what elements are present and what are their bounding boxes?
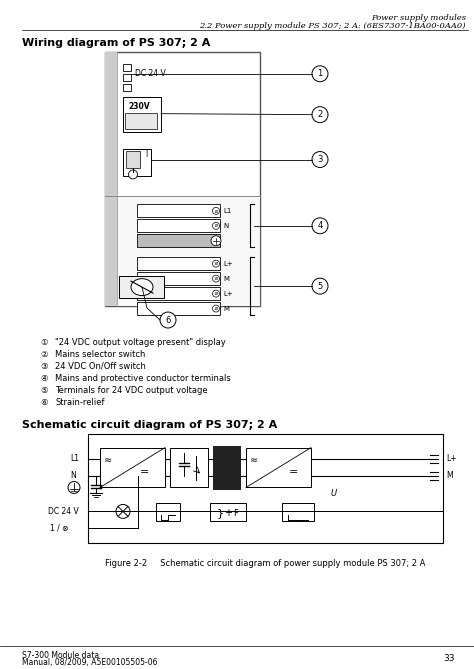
Text: }: } xyxy=(217,508,224,518)
Circle shape xyxy=(212,290,219,297)
Text: ø: ø xyxy=(215,306,218,311)
Text: 33: 33 xyxy=(444,654,455,663)
Bar xyxy=(123,84,131,91)
Text: "24 VDC output voltage present" display: "24 VDC output voltage present" display xyxy=(55,338,226,347)
Text: +: + xyxy=(224,508,232,518)
Circle shape xyxy=(212,260,219,267)
Bar xyxy=(126,151,140,169)
Bar xyxy=(246,448,311,488)
Text: U: U xyxy=(331,489,337,498)
Text: L1: L1 xyxy=(223,208,231,214)
Text: DC 24 V: DC 24 V xyxy=(135,70,166,78)
Text: ø: ø xyxy=(215,223,218,228)
Text: Terminals for 24 VDC output voltage: Terminals for 24 VDC output voltage xyxy=(55,386,208,395)
Bar xyxy=(119,276,164,298)
Circle shape xyxy=(212,207,219,214)
Bar xyxy=(137,257,220,270)
Text: 230V: 230V xyxy=(128,102,150,111)
Text: ⑥: ⑥ xyxy=(40,398,47,407)
Text: 3: 3 xyxy=(317,155,323,164)
Text: ≈: ≈ xyxy=(104,454,112,464)
Text: ①: ① xyxy=(40,338,47,347)
Text: 2.2 Power supply module PS 307; 2 A: (6ES7307-1BA00-0AA0): 2.2 Power supply module PS 307; 2 A: (6E… xyxy=(200,22,466,30)
Text: Schematic circuit diagram of PS 307; 2 A: Schematic circuit diagram of PS 307; 2 A xyxy=(22,419,277,429)
Bar xyxy=(88,434,443,543)
Bar xyxy=(137,302,220,315)
Bar xyxy=(125,112,157,128)
Circle shape xyxy=(312,218,328,233)
Text: L+: L+ xyxy=(223,290,233,296)
Text: N: N xyxy=(223,223,228,229)
Circle shape xyxy=(312,66,328,82)
Text: Manual, 08/2009, A5E00105505-06: Manual, 08/2009, A5E00105505-06 xyxy=(22,658,157,667)
Bar xyxy=(213,446,241,490)
Circle shape xyxy=(116,504,130,518)
Circle shape xyxy=(312,152,328,167)
Text: Mains selector switch: Mains selector switch xyxy=(55,350,146,359)
Bar xyxy=(137,204,220,217)
Text: DC 24 V: DC 24 V xyxy=(48,507,79,516)
Text: ø: ø xyxy=(215,261,218,266)
Circle shape xyxy=(312,106,328,122)
Text: I: I xyxy=(145,150,147,159)
Text: Wiring diagram of PS 307; 2 A: Wiring diagram of PS 307; 2 A xyxy=(22,38,210,48)
Text: M: M xyxy=(223,306,229,312)
Text: L+: L+ xyxy=(446,454,456,463)
Text: Power supply modules: Power supply modules xyxy=(371,14,466,22)
Text: Strain-relief: Strain-relief xyxy=(55,398,104,407)
Text: 6: 6 xyxy=(165,316,171,324)
Text: M: M xyxy=(446,471,453,480)
Text: ≈: ≈ xyxy=(250,454,258,464)
Text: S7-300 Module data: S7-300 Module data xyxy=(22,651,99,660)
Text: 1 / ⊗: 1 / ⊗ xyxy=(50,524,69,533)
Text: =: = xyxy=(140,468,150,478)
Text: 4: 4 xyxy=(318,221,323,230)
Circle shape xyxy=(312,278,328,294)
Text: ø: ø xyxy=(215,276,218,281)
Text: 5: 5 xyxy=(318,282,323,290)
Text: Mains and protective conductor terminals: Mains and protective conductor terminals xyxy=(55,374,231,383)
Circle shape xyxy=(212,305,219,312)
Text: ④: ④ xyxy=(40,374,47,383)
Bar xyxy=(117,197,260,306)
Bar xyxy=(123,74,131,81)
Text: ø: ø xyxy=(215,208,218,213)
Bar xyxy=(137,287,220,300)
Text: M: M xyxy=(223,276,229,282)
Text: 1: 1 xyxy=(318,70,323,78)
Bar xyxy=(137,272,220,285)
Bar xyxy=(123,64,131,71)
Circle shape xyxy=(211,235,221,246)
Text: ⑤: ⑤ xyxy=(40,386,47,395)
Text: L+: L+ xyxy=(223,261,233,267)
Bar xyxy=(123,149,151,177)
Circle shape xyxy=(160,312,176,328)
Bar xyxy=(105,52,117,306)
Bar xyxy=(210,504,246,521)
Bar xyxy=(137,219,220,232)
Circle shape xyxy=(128,170,137,179)
Text: 24 VDC On/Off switch: 24 VDC On/Off switch xyxy=(55,362,146,371)
Text: Figure 2-2     Schematic circuit diagram of power supply module PS 307; 2 A: Figure 2-2 Schematic circuit diagram of … xyxy=(105,559,426,568)
Text: 2: 2 xyxy=(318,110,323,119)
Bar xyxy=(105,52,260,306)
Text: N: N xyxy=(70,471,76,480)
Text: ø: ø xyxy=(215,291,218,296)
Text: L1: L1 xyxy=(70,454,79,463)
Bar xyxy=(282,504,314,521)
Text: ③: ③ xyxy=(40,362,47,371)
Circle shape xyxy=(212,275,219,282)
Bar xyxy=(156,504,180,521)
Text: F: F xyxy=(234,509,238,518)
Text: ②: ② xyxy=(40,350,47,359)
Circle shape xyxy=(68,482,80,494)
Circle shape xyxy=(212,222,219,229)
Bar xyxy=(100,448,165,488)
Bar xyxy=(123,97,161,132)
Text: =: = xyxy=(289,468,299,478)
Ellipse shape xyxy=(131,278,153,296)
Bar xyxy=(170,448,208,488)
Bar xyxy=(137,234,220,248)
